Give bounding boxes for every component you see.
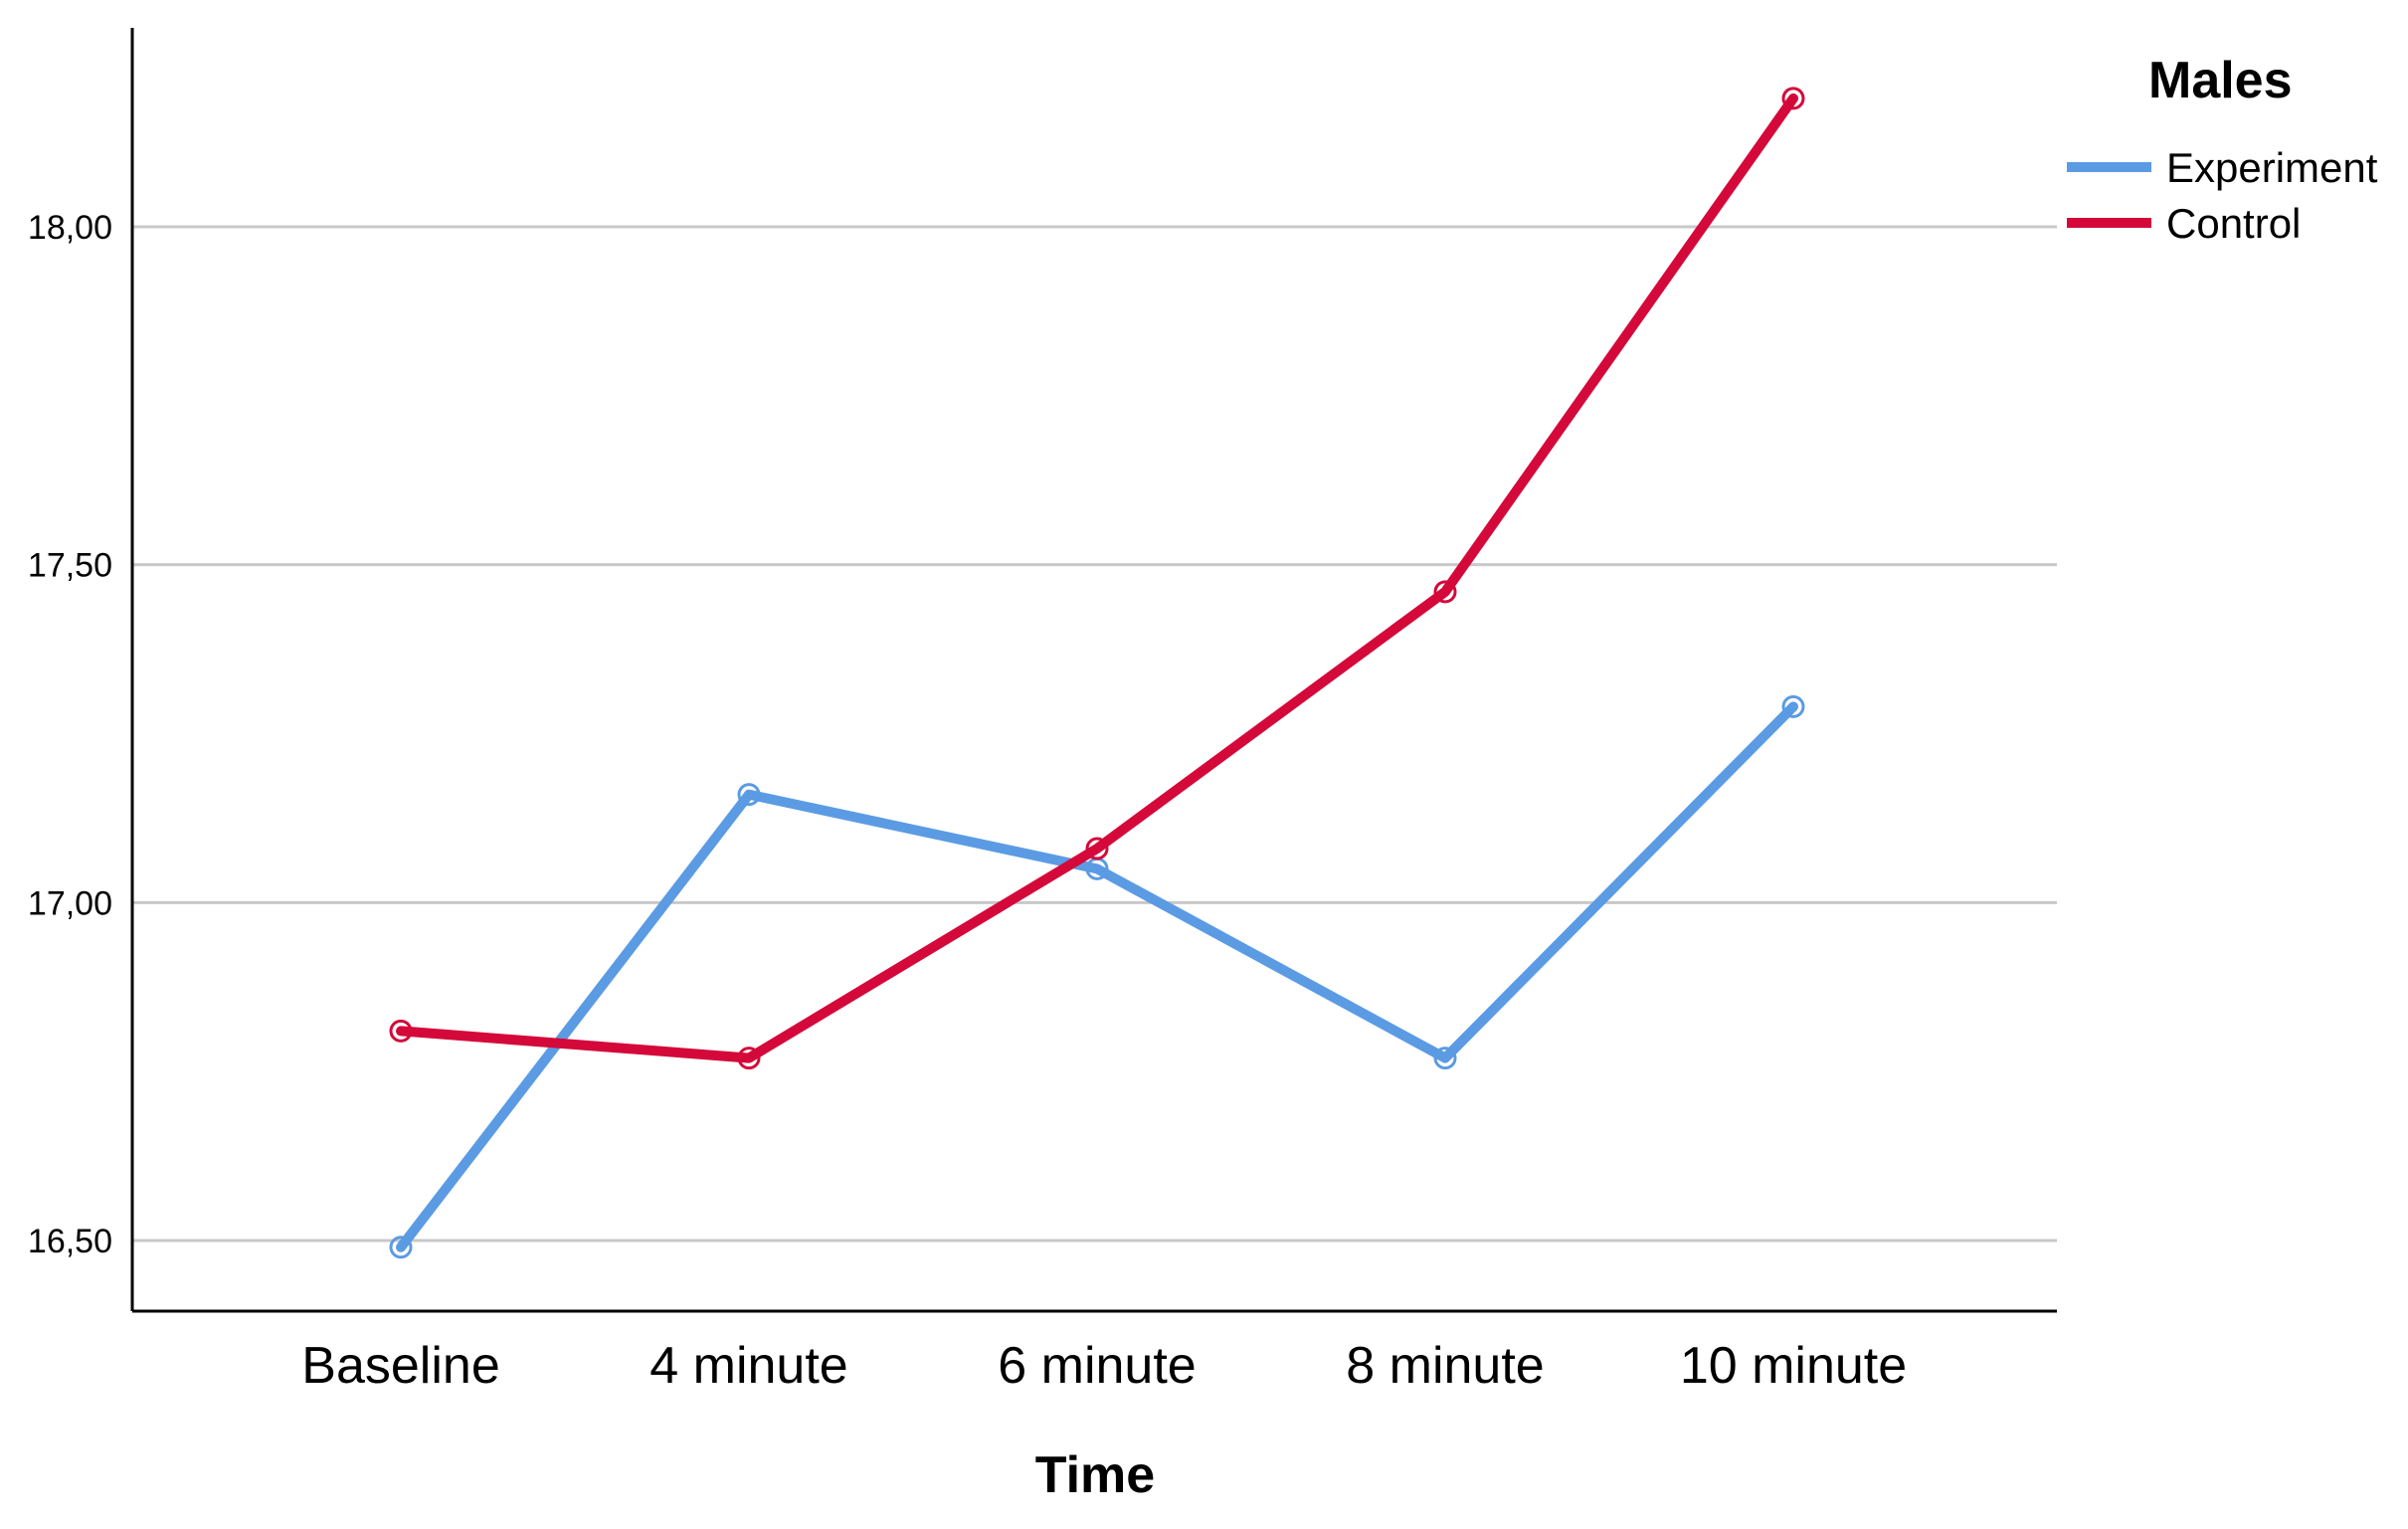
legend-label: Experiment [2166, 144, 2378, 191]
y-tick-label: 17,50 [28, 547, 112, 585]
y-tick-label: 16,50 [28, 1223, 112, 1260]
x-tick-label: Baseline [301, 1337, 499, 1395]
y-tick-labels: 16,50 17,00 17,50 18,00 [28, 209, 112, 1260]
data-point [1085, 857, 1109, 880]
data-point [1085, 837, 1109, 860]
legend-title: Males [2148, 52, 2293, 109]
x-tick-label: 10 minute [1680, 1337, 1907, 1395]
x-tick-label: 4 minute [649, 1337, 847, 1395]
series-control [389, 87, 1805, 1070]
grid-lines [132, 225, 2057, 1242]
data-point [737, 1047, 761, 1070]
data-point [1433, 580, 1457, 604]
data-point [389, 1019, 413, 1043]
series-lines [389, 87, 1805, 1259]
series-line [396, 701, 1798, 1252]
x-tick-label: 8 minute [1346, 1337, 1544, 1395]
axes [130, 28, 2057, 1313]
data-point [1433, 1047, 1457, 1070]
series-line [396, 93, 1798, 1063]
data-point [1781, 87, 1805, 110]
data-point [389, 1236, 413, 1259]
series-experiment [389, 694, 1805, 1259]
data-point [1781, 694, 1805, 718]
x-tick-label: 6 minute [998, 1337, 1196, 1395]
x-axis-title: Time [1035, 1446, 1155, 1504]
data-point [737, 783, 761, 807]
x-tick-labels: Baseline 4 minute 6 minute 8 minute 10 minut… [301, 1337, 1907, 1395]
y-tick-label: 18,00 [28, 209, 112, 247]
y-tick-label: 17,00 [28, 884, 112, 922]
legend: Males Experiment Control [2067, 52, 2378, 247]
legend-label: Control [2166, 200, 2301, 247]
